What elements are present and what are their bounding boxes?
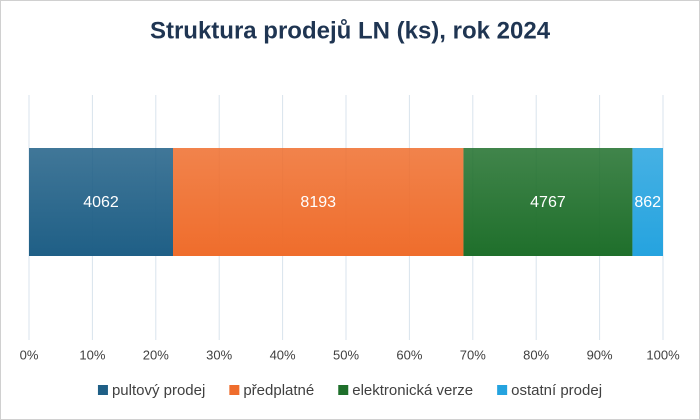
legend-marker xyxy=(338,385,349,395)
bar-segment xyxy=(173,148,464,256)
x-tick-label: 40% xyxy=(270,347,296,362)
legend-marker xyxy=(497,385,508,395)
bar-segment xyxy=(463,148,633,256)
data-label: 4767 xyxy=(530,194,566,211)
x-tick-label: 90% xyxy=(587,347,613,362)
legend-label: předplatné xyxy=(243,382,314,399)
bar-segment xyxy=(632,148,663,256)
x-tick-label: 60% xyxy=(396,347,422,362)
x-tick-label: 50% xyxy=(333,347,359,362)
data-label: 4062 xyxy=(83,194,119,211)
legend-label: pultový prodej xyxy=(112,382,205,399)
data-label: 8193 xyxy=(300,194,336,211)
x-tick-label: 100% xyxy=(646,347,680,362)
x-tick-label: 70% xyxy=(460,347,486,362)
bar-segment xyxy=(29,148,174,256)
x-tick-label: 0% xyxy=(20,347,39,362)
x-tick-label: 30% xyxy=(206,347,232,362)
x-tick-label: 20% xyxy=(143,347,169,362)
x-tick-label: 10% xyxy=(79,347,105,362)
legend-label: ostatní prodej xyxy=(511,382,602,399)
x-tick-label: 80% xyxy=(523,347,549,362)
chart-title: Struktura prodejů LN (ks), rok 2024 xyxy=(150,17,551,44)
legend-label: elektronická verze xyxy=(352,382,473,399)
legend-marker xyxy=(229,385,240,395)
data-label: 862 xyxy=(634,194,661,211)
legend-marker xyxy=(97,385,108,395)
